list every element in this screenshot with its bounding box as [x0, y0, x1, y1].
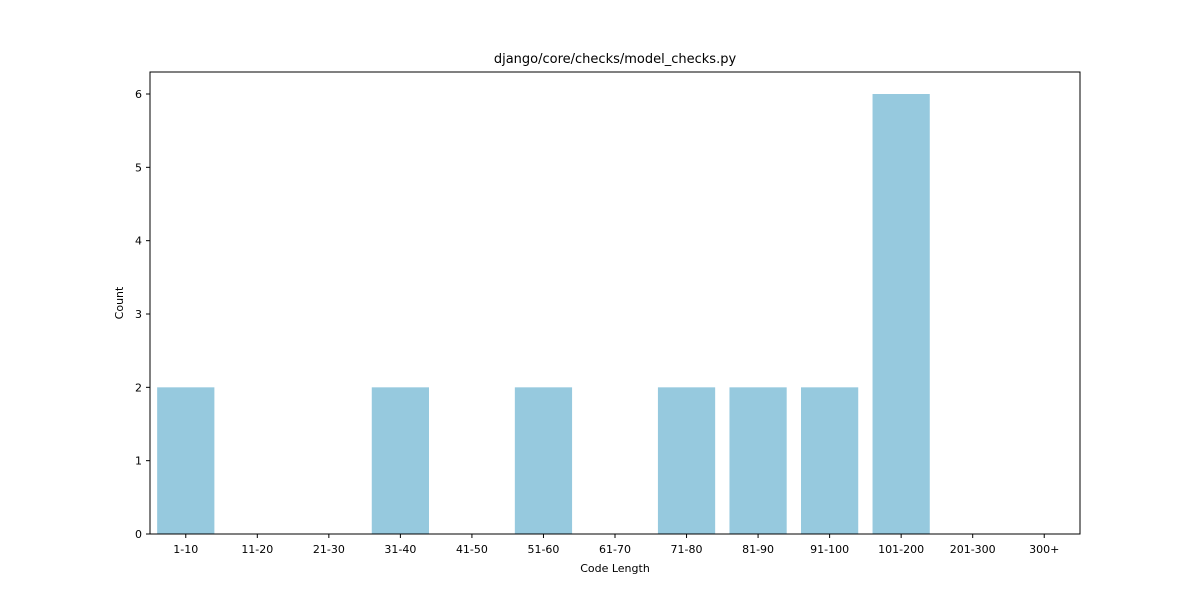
y-tick-label: 1 [135, 455, 142, 468]
x-tick-label: 21-30 [313, 543, 345, 556]
x-tick-label: 1-10 [173, 543, 198, 556]
x-tick-label: 101-200 [878, 543, 924, 556]
x-tick-label: 91-100 [810, 543, 849, 556]
bar-91-100 [801, 387, 859, 534]
y-tick-label: 5 [135, 161, 142, 174]
x-tick-label: 81-90 [742, 543, 774, 556]
y-tick-label: 0 [135, 528, 142, 541]
bar-31-40 [371, 387, 429, 534]
x-tick-label: 31-40 [384, 543, 416, 556]
bars-layer [157, 94, 930, 534]
y-tick-label: 2 [135, 381, 142, 394]
x-tick-label: 71-80 [671, 543, 703, 556]
x-axis-label: Code Length [580, 562, 650, 575]
x-tick-label: 11-20 [241, 543, 273, 556]
x-tick-label: 201-300 [950, 543, 996, 556]
x-tick-label: 61-70 [599, 543, 631, 556]
x-tick-label: 300+ [1029, 543, 1059, 556]
x-axis: 1-10 11-20 21-30 31-40 41-50 51-60 61-70 71-80 8… [173, 534, 1059, 556]
bar-51-60 [514, 387, 573, 534]
x-tick-label: 51-60 [527, 543, 559, 556]
y-axis: 0 1 2 3 4 5 6 [135, 88, 150, 541]
x-tick-label: 41-50 [456, 543, 488, 556]
y-tick-label: 6 [135, 88, 142, 101]
bar-71-80 [657, 387, 716, 534]
y-axis-label: Count [113, 286, 126, 319]
bar-1-10 [157, 387, 215, 534]
bar-101-200 [872, 94, 930, 534]
y-tick-label: 4 [135, 235, 142, 248]
y-tick-label: 3 [135, 308, 142, 321]
plot-frame [149, 71, 1081, 535]
bar-81-90 [729, 387, 787, 534]
chart-title: django/core/checks/model_checks.py [494, 52, 737, 67]
